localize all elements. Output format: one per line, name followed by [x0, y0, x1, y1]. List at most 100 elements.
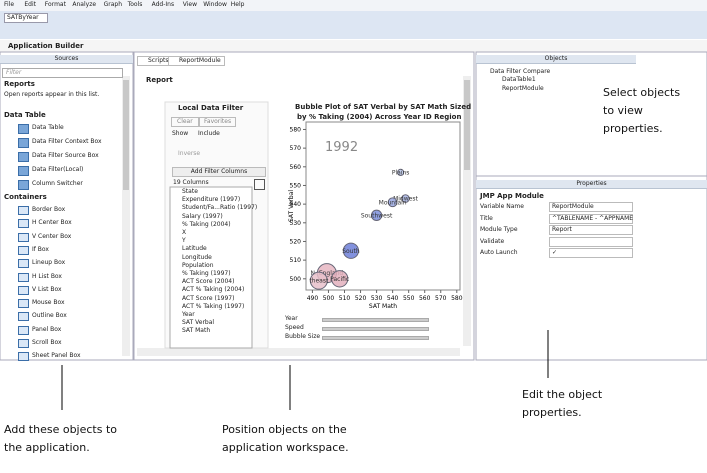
checkbox[interactable]: Inverse: [178, 150, 201, 157]
plot-frame: [305, 121, 461, 291]
item-icon: [18, 299, 29, 309]
menu-item[interactable]: Graph: [103, 1, 122, 8]
menu-item[interactable]: View: [182, 1, 198, 8]
button[interactable]: Favorites: [199, 117, 237, 127]
scrollbar: [137, 348, 460, 356]
column-item[interactable]: % Taking (2004): [182, 220, 231, 228]
source-item[interactable]: If Box: [32, 245, 49, 253]
column-item[interactable]: ACT Score (1997): [182, 294, 235, 302]
button[interactable]: Clear: [171, 117, 199, 127]
y-tick-label: 520: [290, 238, 302, 245]
button[interactable]: Add Filter Columns: [172, 167, 266, 177]
source-item[interactable]: H Center Box: [32, 219, 72, 227]
column-item[interactable]: Student/Fa...Ratio (1997): [182, 204, 258, 212]
source-item[interactable]: Data Filter(Local): [32, 166, 84, 173]
item-icon: [18, 285, 29, 295]
menu-bar: [0, 0, 707, 11]
menu-item[interactable]: Add-Ins: [151, 1, 175, 8]
menu-item[interactable]: Help: [230, 1, 245, 8]
menu-item[interactable]: Analyze: [72, 1, 97, 8]
source-item[interactable]: Data Table: [32, 124, 64, 131]
slider-label: Year: [285, 315, 298, 322]
column-item[interactable]: ACT % Taking (2004): [182, 286, 245, 294]
column-item[interactable]: State: [182, 188, 198, 195]
y-tick-label: 510: [290, 257, 302, 264]
column-item[interactable]: SAT Verbal: [182, 319, 215, 327]
property-value[interactable]: ReportModule: [549, 202, 633, 212]
scroll-thumb: [123, 80, 129, 190]
source-item[interactable]: Sheet Panel Box: [32, 352, 81, 360]
y-tick-label: 570: [290, 145, 302, 152]
bubble: [387, 197, 398, 208]
source-item[interactable]: H List Box: [32, 272, 62, 280]
source-item[interactable]: Border Box: [32, 206, 66, 213]
filter-input[interactable]: Filter: [2, 68, 123, 78]
callout-text: Add these objects to: [4, 423, 118, 436]
scrollbar: [122, 76, 130, 356]
column-item[interactable]: Population: [182, 261, 214, 269]
item-icon: [18, 138, 29, 148]
slider[interactable]: [322, 327, 429, 331]
column-item[interactable]: ACT Score (2004): [182, 278, 235, 286]
source-item[interactable]: Data Filter Context Box: [32, 138, 102, 145]
column-count: 19 Columns: [173, 179, 209, 186]
checkbox[interactable]: Show: [172, 130, 189, 137]
source-item[interactable]: Column Switcher: [32, 180, 83, 187]
x-tick-label: 510: [339, 295, 351, 302]
properties-panel: [475, 175, 707, 361]
slider[interactable]: [322, 318, 429, 322]
source-item[interactable]: Mouse Box: [32, 299, 65, 307]
tree-item[interactable]: Data Filter Compare: [490, 68, 551, 75]
item-icon: [18, 245, 29, 255]
x-tick-label: 570: [435, 295, 447, 302]
column-item[interactable]: Y: [182, 237, 186, 245]
source-item[interactable]: Data Filter Source Box: [32, 152, 99, 159]
tree-item[interactable]: ReportModule: [502, 85, 544, 92]
menu-item[interactable]: Format: [44, 1, 66, 8]
table-select[interactable]: SATByYear: [4, 13, 48, 23]
column-item[interactable]: Latitude: [182, 245, 207, 253]
tree-item[interactable]: DataTable1: [502, 76, 536, 83]
item-icon: [18, 180, 29, 190]
report-title: Report: [146, 76, 173, 84]
column-item[interactable]: % Taking (1997): [182, 270, 231, 277]
slider[interactable]: [322, 336, 429, 340]
source-item[interactable]: Lineup Box: [32, 259, 66, 267]
bubble: [370, 209, 383, 221]
property-label: Title: [480, 214, 493, 222]
callout-text: Select objects: [603, 86, 681, 99]
x-tick-label: 530: [371, 295, 383, 302]
menu-item[interactable]: Tools: [127, 1, 143, 8]
menu-item[interactable]: File: [4, 1, 15, 8]
source-item[interactable]: Scroll Box: [32, 339, 62, 346]
column-item[interactable]: Year: [182, 311, 195, 318]
property-value[interactable]: [549, 236, 633, 247]
tab[interactable]: ReportModule: [168, 56, 225, 66]
column-item[interactable]: Longitude: [182, 253, 212, 261]
callout-text: Position objects on the: [222, 423, 347, 436]
column-item[interactable]: X: [182, 229, 187, 236]
source-item[interactable]: Panel Box: [32, 325, 62, 333]
menu-item[interactable]: Edit: [24, 1, 37, 8]
x-tick-label: 500: [323, 295, 335, 302]
column-item[interactable]: ACT % Taking (1997): [182, 302, 245, 310]
checkbox[interactable]: Include: [198, 130, 220, 137]
bubble-label: South: [342, 248, 360, 255]
property-value[interactable]: ✓: [549, 248, 633, 258]
source-item[interactable]: V Center Box: [32, 232, 72, 240]
property-value[interactable]: ^TABLENAME - ^APPNAME: [549, 213, 633, 224]
y-axis-label: SAT Verbal: [288, 190, 295, 222]
source-item[interactable]: Outline Box: [32, 312, 67, 320]
bubble-label: Pacific: [330, 276, 349, 283]
column-item[interactable]: Expenditure (1997): [182, 196, 241, 204]
callout-text: the application.: [4, 441, 90, 454]
column-item[interactable]: Salary (1997): [182, 212, 223, 220]
menu-item[interactable]: Window: [203, 1, 227, 8]
bubble-label: Midwest: [393, 196, 418, 203]
bubble: [309, 271, 328, 290]
property-value[interactable]: Report: [549, 225, 633, 235]
add-button[interactable]: [254, 179, 265, 190]
column-item[interactable]: SAT Math: [182, 327, 211, 335]
source-item[interactable]: V List Box: [32, 285, 62, 293]
